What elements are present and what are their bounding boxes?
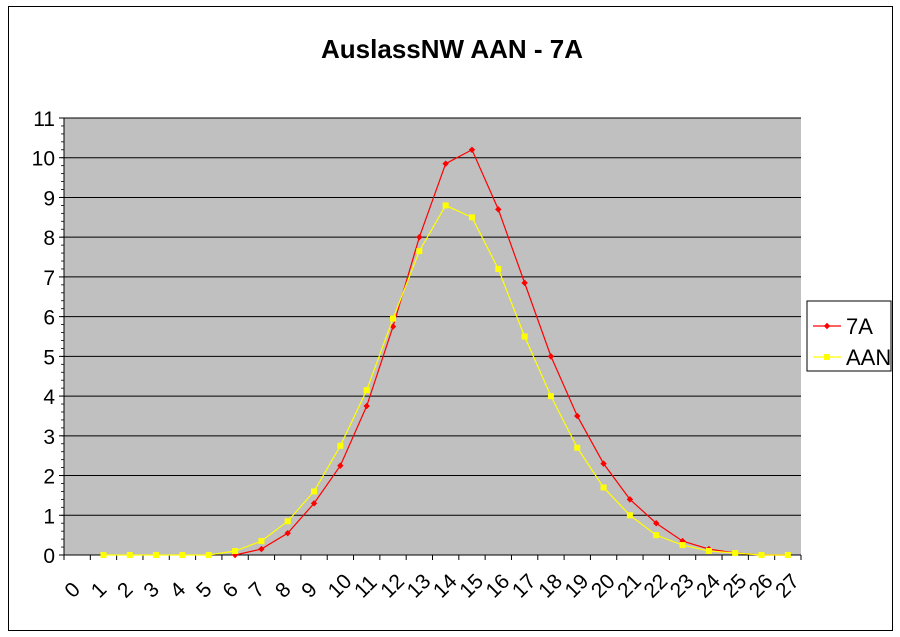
- legend-marker-AAN: [824, 354, 830, 360]
- data-point-7A: [626, 496, 634, 503]
- data-point-AAN: [390, 315, 397, 322]
- data-point-7A: [574, 412, 581, 420]
- data-point-7A: [284, 529, 291, 537]
- x-tick-label: 4: [166, 578, 191, 603]
- x-tick-label: 5: [192, 578, 217, 603]
- data-point-AAN: [784, 552, 791, 558]
- y-tick-label: 2: [43, 466, 55, 489]
- data-point-7A: [547, 353, 555, 360]
- x-axis-ticks: 0 1 2 3 4 5 6 7 8 9 101112131415161718192021222324…: [60, 570, 803, 603]
- data-point-7A: [600, 460, 607, 467]
- x-tick-label: 6: [218, 578, 243, 603]
- y-tick-label: 0: [43, 545, 55, 568]
- data-point-AAN: [153, 552, 160, 558]
- data-point-AAN: [179, 552, 186, 558]
- y-axis-ticks: 0 1 2 3 4 5 6 7 8 9 10 11: [32, 108, 56, 568]
- x-tick-label: 3: [139, 578, 164, 603]
- legend: 7A AAN: [806, 300, 892, 372]
- data-point-AAN: [626, 512, 633, 519]
- x-tick-label: 1: [87, 578, 112, 603]
- data-point-AAN: [468, 214, 475, 221]
- y-tick-label: 7: [43, 267, 55, 290]
- data-point-AAN: [679, 542, 686, 549]
- y-tick-label: 5: [43, 346, 55, 369]
- data-point-AAN: [705, 548, 712, 555]
- data-point-AAN: [442, 202, 449, 209]
- data-point-7A: [468, 146, 476, 153]
- legend-box: [806, 300, 892, 372]
- data-point-AAN: [232, 548, 239, 555]
- y-tick-label: 1: [43, 505, 55, 528]
- data-point-AAN: [495, 265, 502, 272]
- x-tick-label: 8: [271, 578, 296, 603]
- data-point-7A: [416, 233, 423, 241]
- x-tick-label: 7: [245, 578, 270, 603]
- y-tick-label: 8: [43, 227, 55, 250]
- gridlines: [64, 117, 801, 516]
- x-tick-label: 2: [113, 578, 138, 603]
- y-tick-label: 3: [43, 426, 55, 449]
- y-tick-label: 4: [43, 386, 55, 409]
- series-line-7A: [234, 148, 788, 556]
- data-point-AAN: [363, 387, 370, 394]
- data-point-7A: [653, 520, 660, 527]
- legend-marker-7A: [823, 322, 831, 330]
- data-point-AAN: [732, 550, 739, 557]
- data-point-AAN: [311, 488, 318, 495]
- data-point-AAN: [547, 393, 554, 400]
- data-point-7A: [310, 500, 318, 507]
- data-point-AAN: [126, 552, 133, 558]
- data-point-7A: [442, 160, 449, 167]
- data-point-AAN: [574, 444, 581, 451]
- data-point-7A: [337, 462, 344, 469]
- data-point-7A: [495, 206, 502, 213]
- data-point-AAN: [521, 333, 528, 340]
- x-tick-label: 0: [60, 578, 85, 603]
- series-group: [100, 146, 792, 559]
- y-tick-label: 11: [33, 108, 55, 131]
- chart-title: AuslassNW AAN - 7A: [321, 34, 583, 64]
- data-point-AAN: [416, 248, 423, 255]
- legend-label-7A: 7A: [846, 314, 873, 339]
- data-point-AAN: [653, 532, 660, 539]
- x-tick-label: 27: [771, 570, 804, 603]
- data-point-7A: [389, 323, 397, 330]
- data-point-7A: [363, 402, 370, 410]
- data-point-AAN: [758, 552, 765, 558]
- x-tick-label: 9: [297, 578, 322, 603]
- y-tick-label: 6: [43, 307, 55, 330]
- data-point-7A: [521, 279, 528, 287]
- data-point-AAN: [258, 538, 265, 545]
- data-point-AAN: [205, 552, 212, 558]
- data-point-7A: [258, 545, 265, 553]
- data-point-AAN: [337, 442, 344, 449]
- data-point-AAN: [600, 484, 607, 491]
- y-tick-label: 9: [43, 187, 55, 210]
- plot-area: [64, 118, 801, 555]
- legend-label-AAN: AAN: [846, 345, 891, 370]
- data-point-AAN: [284, 518, 291, 525]
- data-point-AAN: [100, 552, 107, 558]
- y-tick-label: 10: [32, 148, 55, 171]
